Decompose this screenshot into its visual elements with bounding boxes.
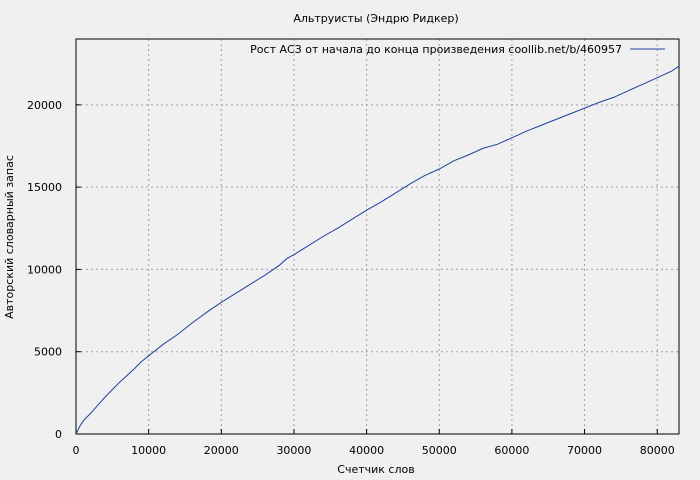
plot-frame (75, 38, 680, 435)
y-tick-label: 15000 (27, 181, 62, 194)
x-tick-label: 50000 (422, 444, 457, 457)
y-tick-label: 20000 (27, 99, 62, 112)
x-axis-ticks: 0 10000 20000 30000 40000 50000 60000 70000 8000… (73, 429, 675, 457)
series-line (75, 65, 680, 435)
x-tick-label: 20000 (204, 444, 239, 457)
x-tick-label: 10000 (131, 444, 166, 457)
y-axis-label: Авторский словарный запас (3, 155, 16, 319)
y-axis-ticks: 0 5000 10000 15000 20000 (27, 99, 81, 441)
x-tick-label: 30000 (276, 444, 311, 457)
x-axis-label: Счетчик слов (337, 463, 414, 476)
y-tick-label: 10000 (27, 263, 62, 276)
grid (76, 39, 679, 434)
legend-label: Рост АСЗ от начала до конца произведения… (250, 43, 622, 56)
x-tick-label: 60000 (494, 444, 529, 457)
x-tick-label: 70000 (567, 444, 602, 457)
legend: Рост АСЗ от начала до конца произведения… (250, 43, 665, 56)
y-tick-label: 0 (55, 428, 62, 441)
x-tick-label: 80000 (640, 444, 675, 457)
chart-title: Альтруисты (Эндрю Ридкер) (293, 12, 458, 25)
x-tick-label: 0 (73, 444, 80, 457)
x-tick-label: 40000 (349, 444, 384, 457)
y-tick-label: 5000 (34, 346, 62, 359)
